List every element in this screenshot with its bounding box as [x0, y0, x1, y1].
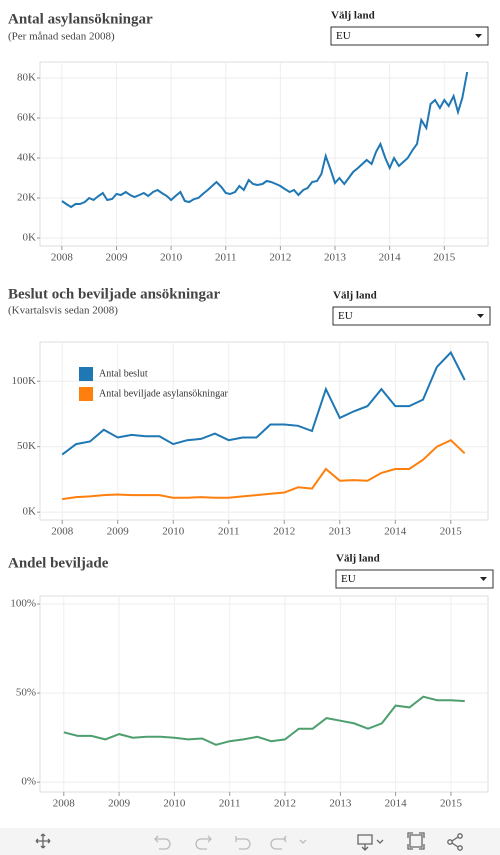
x-tick-label: 2014 — [384, 526, 407, 538]
filter-dropdown[interactable] — [335, 569, 494, 589]
filter-dropdown[interactable] — [332, 306, 491, 326]
y-tick-label: 50K — [17, 440, 36, 452]
y-tick-label: 50% — [16, 687, 36, 699]
y-tick-label: 20K — [17, 192, 36, 204]
x-tick-label: 2013 — [329, 798, 352, 810]
x-tick-label: 2010 — [163, 798, 186, 810]
dropdown-arrow — [477, 314, 484, 318]
chart-title: Andel beviljade — [8, 555, 109, 571]
x-tick-label: 2010 — [162, 526, 185, 538]
toolbar — [0, 828, 500, 855]
move-icon[interactable] — [35, 833, 51, 849]
chart-subtitle: (Kvartalsvis sedan 2008) — [8, 305, 118, 317]
x-tick-label: 2008 — [51, 252, 74, 264]
dropdown-arrow — [480, 577, 487, 581]
y-tick-label: 40K — [17, 152, 36, 164]
x-tick-label: 2011 — [218, 526, 240, 538]
x-tick-label: 2015 — [440, 798, 463, 810]
line-series — [62, 439, 466, 501]
x-tick-label: 2012 — [269, 252, 291, 264]
filter-label: Välj land — [336, 553, 380, 565]
legend-swatch — [79, 387, 93, 401]
undo-icon[interactable] — [154, 835, 171, 850]
x-tick-label: 2008 — [53, 798, 76, 810]
y-tick-label: 100K — [12, 375, 37, 387]
y-tick-label: 0K — [23, 506, 37, 518]
chart-title: Beslut och beviljade ansökningar — [8, 286, 220, 302]
share-icon[interactable] — [447, 833, 463, 851]
revert-icon[interactable] — [235, 836, 251, 850]
legend-swatch — [79, 367, 93, 381]
x-tick-label: 2009 — [107, 526, 130, 538]
refresh-icon[interactable] — [270, 835, 307, 850]
x-tick-label: 2012 — [274, 798, 296, 810]
y-tick-label: 100% — [10, 598, 36, 610]
legend-label: Antal beviljade asylansökningar — [99, 388, 229, 399]
filter-value: EU — [336, 30, 351, 42]
plot-area — [39, 61, 489, 247]
x-tick-label: 2008 — [51, 526, 74, 538]
x-tick-label: 2015 — [440, 526, 463, 538]
redo-icon[interactable] — [195, 835, 212, 850]
y-tick-label: 0K — [23, 232, 37, 244]
x-tick-label: 2011 — [215, 252, 237, 264]
legend-label: Antal beslut — [99, 368, 148, 379]
download-icon[interactable] — [357, 834, 384, 851]
filter-label: Välj land — [333, 290, 377, 302]
filter-label: Välj land — [331, 10, 375, 22]
x-tick-label: 2014 — [385, 798, 408, 810]
plot-area — [39, 595, 489, 793]
y-tick-label: 60K — [17, 112, 36, 124]
line-series — [61, 71, 469, 209]
fullscreen-icon[interactable] — [407, 832, 425, 850]
filter-value: EU — [338, 310, 353, 322]
x-tick-label: 2015 — [433, 252, 456, 264]
y-tick-label: 80K — [17, 72, 36, 84]
filter-value: EU — [341, 573, 356, 585]
x-tick-label: 2013 — [324, 252, 347, 264]
x-tick-label: 2012 — [273, 526, 295, 538]
dropdown-arrow — [475, 34, 482, 38]
x-tick-label: 2010 — [160, 252, 183, 264]
line-series — [61, 350, 466, 456]
filter-dropdown[interactable] — [330, 26, 489, 46]
x-tick-label: 2009 — [108, 798, 131, 810]
x-tick-label: 2013 — [329, 526, 352, 538]
x-tick-label: 2014 — [379, 252, 402, 264]
chart-subtitle: (Per månad sedan 2008) — [8, 31, 115, 43]
chart-title: Antal asylansökningar — [8, 11, 153, 27]
x-tick-label: 2009 — [105, 252, 128, 264]
y-tick-label: 0% — [21, 776, 36, 788]
line-series — [63, 695, 465, 746]
x-tick-label: 2011 — [219, 798, 241, 810]
plot-area — [39, 341, 489, 521]
